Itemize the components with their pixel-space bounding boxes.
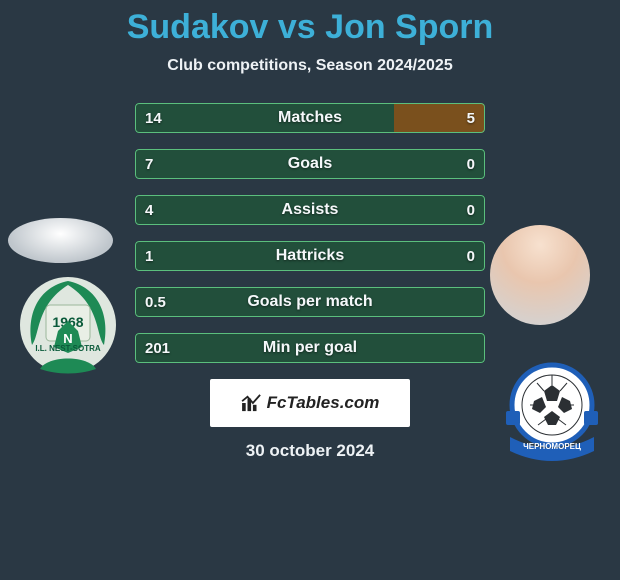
svg-text:ЧЕРНОМОРЕЦ: ЧЕРНОМОРЕЦ xyxy=(523,442,581,451)
stat-value-right: 5 xyxy=(467,103,475,133)
stat-row: Goals7 0 xyxy=(135,149,485,179)
stat-row: Min per goal201 xyxy=(135,333,485,363)
crest-right-icon: ЧЕРНОМОРЕЦ xyxy=(502,361,602,461)
stat-label: Min per goal xyxy=(135,333,485,363)
stat-value-left: 7 xyxy=(145,149,153,179)
stat-value-right: 0 xyxy=(467,195,475,225)
stat-value-left: 1 xyxy=(145,241,153,271)
stat-label: Goals xyxy=(135,149,485,179)
stat-row: Hattricks1 0 xyxy=(135,241,485,271)
comparison-panel: 1968 N I.L. NEST-SOTRA ЧЕРНОМОРЕЦ Matche… xyxy=(0,103,620,461)
stat-label: Hattricks xyxy=(135,241,485,271)
stat-value-left: 0.5 xyxy=(145,287,166,317)
crest-left-name: I.L. NEST-SOTRA xyxy=(18,344,118,353)
stat-label: Assists xyxy=(135,195,485,225)
subtitle: Club competitions, Season 2024/2025 xyxy=(0,57,620,75)
stat-row: Goals per match0.5 xyxy=(135,287,485,317)
club-crest-right: ЧЕРНОМОРЕЦ xyxy=(502,361,602,461)
page-title: Sudakov vs Jon Sporn xyxy=(0,0,620,47)
stat-value-right: 0 xyxy=(467,241,475,271)
stat-value-left: 201 xyxy=(145,333,170,363)
chart-icon xyxy=(241,394,263,412)
crest-left-icon: 1968 N xyxy=(18,275,118,375)
player-right-avatar xyxy=(490,225,590,325)
stat-bars: Matches145Goals70Assists40Hattricks10Goa… xyxy=(135,103,485,363)
stat-value-left: 4 xyxy=(145,195,153,225)
stat-row: Assists4 0 xyxy=(135,195,485,225)
stat-value-left: 14 xyxy=(145,103,162,133)
stat-value-right: 0 xyxy=(467,149,475,179)
stat-label: Matches xyxy=(135,103,485,133)
club-crest-left: 1968 N I.L. NEST-SOTRA xyxy=(18,275,118,375)
watermark-text: FcTables.com xyxy=(267,393,380,413)
stat-label: Goals per match xyxy=(135,287,485,317)
stat-row: Matches14 5 xyxy=(135,103,485,133)
watermark: FcTables.com xyxy=(210,379,410,427)
player-left-avatar xyxy=(8,218,113,263)
